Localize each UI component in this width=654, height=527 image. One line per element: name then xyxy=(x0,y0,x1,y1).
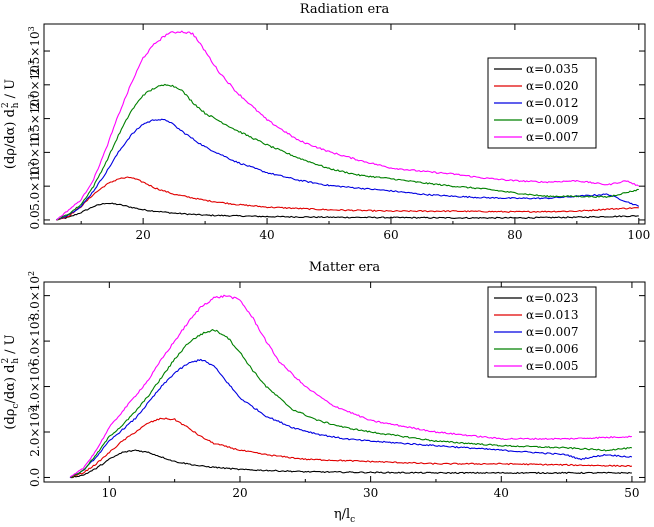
series-line-0 xyxy=(69,449,632,479)
y-tick-label: 5.0×102 xyxy=(27,161,42,211)
series-line-2 xyxy=(56,118,640,221)
y-tick-label: 8.0×102 xyxy=(27,271,42,321)
series-line-4 xyxy=(56,30,640,221)
y-tick-label: 1.0×103 xyxy=(27,128,42,178)
x-tick-label: 100 xyxy=(627,228,650,242)
series-line-1 xyxy=(56,176,639,221)
legend-label: α=0.020 xyxy=(526,79,579,93)
y-axis-label: (dρc/dα) d2h / U xyxy=(1,334,21,429)
x-tick-label: 40 xyxy=(259,228,274,242)
series-line-4 xyxy=(69,294,632,478)
x-tick-label: 20 xyxy=(135,228,150,242)
legend-label: α=0.009 xyxy=(526,113,579,127)
legend-label: α=0.012 xyxy=(526,96,579,110)
y-axis-label: (dρ/dα) d2h / U xyxy=(1,79,21,169)
x-tick-label: 40 xyxy=(494,486,509,500)
radiation-era-panel: Radiation era 20 40 60 80 100 0.05.0×1021.0×10… xyxy=(1,2,650,242)
x-tick-label: 60 xyxy=(383,228,398,242)
x-tick-label: 50 xyxy=(624,486,639,500)
chart-title: Matter era xyxy=(309,260,380,275)
chart-title: Radiation era xyxy=(300,2,390,17)
legend-label: α=0.013 xyxy=(526,308,579,322)
x-axis-label: η/lc xyxy=(334,507,355,525)
x-tick-label: 10 xyxy=(102,486,117,500)
legend-label: α=0.035 xyxy=(526,62,579,76)
y-tick-label: 2.0×102 xyxy=(27,407,42,457)
legend-label: α=0.006 xyxy=(526,342,579,356)
legend-label: α=0.023 xyxy=(526,291,579,305)
series-line-1 xyxy=(70,417,633,478)
y-tick-label: 2.5×103 xyxy=(27,26,42,76)
series-line-3 xyxy=(56,83,639,221)
series-line-0 xyxy=(56,202,639,221)
y-tick-label: 4.0×102 xyxy=(27,362,42,412)
y-tick-label: 0.0 xyxy=(28,468,42,487)
series-line-3 xyxy=(70,329,633,478)
matter-era-panel: Matter era 10 20 30 40 50 0.0 2.0×1024.0×1026.0… xyxy=(1,260,646,525)
plot-frame xyxy=(43,281,646,483)
legend-label: α=0.005 xyxy=(526,359,579,373)
series-line-2 xyxy=(69,358,633,479)
legend-label: α=0.007 xyxy=(526,130,579,144)
y-tick-label: 0.0 xyxy=(28,210,42,229)
y-tick-label: 2.0×103 xyxy=(27,60,42,110)
x-tick-label: 20 xyxy=(232,486,247,500)
y-tick-label: 6.0×102 xyxy=(27,316,42,366)
x-tick-label: 80 xyxy=(507,228,522,242)
legend-label: α=0.007 xyxy=(526,325,579,339)
y-tick-label: 1.5×103 xyxy=(27,94,42,144)
plot-frame xyxy=(43,23,646,225)
x-tick-label: 30 xyxy=(363,486,378,500)
